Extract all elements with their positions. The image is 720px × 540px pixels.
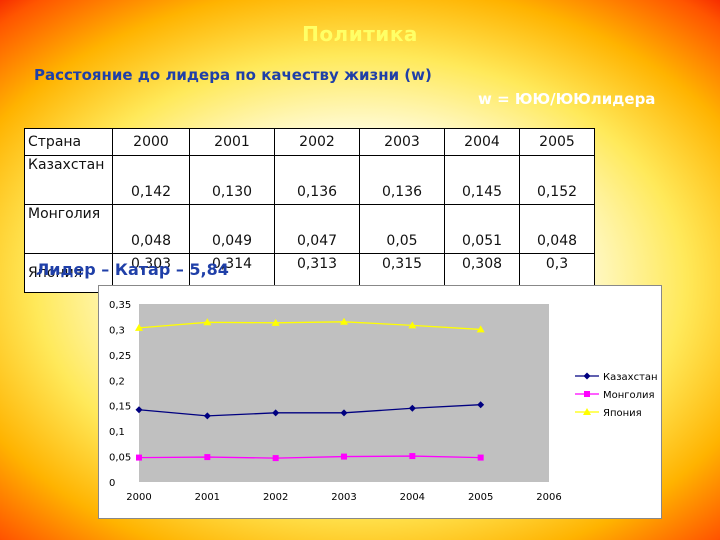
data-table: Страна 2000 2001 2002 2003 2004 2005 Каз…: [24, 128, 595, 293]
series-line: [138, 455, 481, 459]
table-header-cell: Страна: [24, 128, 113, 156]
data-point: [408, 321, 417, 329]
table-cell-country: Монголия: [24, 204, 113, 254]
legend-marker: [583, 408, 591, 415]
legend-label: Монголия: [603, 390, 655, 401]
x-tick-label: 2006: [536, 492, 561, 503]
y-tick-label: 0,3: [109, 325, 125, 336]
y-tick-label: 0,15: [109, 402, 131, 413]
legend-label: Япония: [603, 408, 642, 419]
x-tick-label: 2004: [400, 492, 425, 503]
table-cell: 0,051: [444, 204, 520, 254]
y-tick-label: 0,05: [109, 453, 131, 464]
table-cell: 0,05: [359, 204, 445, 254]
table-cell: 0,130: [189, 155, 275, 205]
chart-container: 0 0,05 0,1 0,15 0,2 0,25 0,3 0,35 2000 2001 2002 2…: [98, 285, 662, 519]
slide-title: Политика: [302, 22, 418, 46]
series-line: [138, 321, 481, 331]
data-point: [135, 406, 143, 414]
formula-text: w = ЮЮ/ЮЮлидера: [478, 90, 656, 108]
slide-subtitle: Расстояние до лидера по качеству жизни (…: [34, 66, 432, 84]
table-row: Казахстан 0,142 0,130 0,136 0,136 0,145 …: [24, 155, 595, 205]
table-row: Монголия 0,048 0,049 0,047 0,05 0,051 0,…: [24, 204, 595, 254]
data-point: [272, 409, 280, 417]
series-line: [138, 404, 481, 417]
data-point: [271, 318, 280, 326]
data-point: [135, 323, 143, 331]
table-cell: 0,136: [274, 155, 360, 205]
table-header-cell: 2001: [189, 128, 275, 156]
data-point: [204, 454, 211, 461]
line-chart: 0 0,05 0,1 0,15 0,2 0,25 0,3 0,35 2000 2001 2002 2…: [109, 300, 658, 503]
y-tick-label: 0: [109, 478, 115, 489]
data-point: [136, 454, 142, 461]
legend-marker: [583, 372, 591, 380]
data-point: [408, 404, 416, 412]
data-point: [476, 325, 485, 333]
data-point: [477, 454, 484, 461]
table-cell: 0,136: [359, 155, 445, 205]
x-tick-label: 2003: [331, 492, 356, 503]
table-header-cell: 2003: [359, 128, 445, 156]
table-cell: 0,152: [519, 155, 595, 205]
table-header-row: Страна 2000 2001 2002 2003 2004 2005: [24, 128, 595, 156]
table-cell: 0,048: [519, 204, 595, 254]
table-cell: 0,049: [189, 204, 275, 254]
y-tick-label: 0,1: [109, 427, 125, 438]
table-header-cell: 2002: [274, 128, 360, 156]
table-header-cell: 2004: [444, 128, 520, 156]
data-point: [340, 317, 348, 325]
y-tick-label: 0,2: [109, 376, 125, 387]
data-point: [477, 401, 485, 409]
plot-area: [139, 304, 549, 482]
table-header-cell: 2005: [519, 128, 595, 156]
x-tick-label: 2005: [468, 492, 493, 503]
table-cell: 0,047: [274, 204, 360, 254]
x-tick-label: 2000: [126, 492, 151, 503]
data-point: [409, 453, 416, 460]
leader-note: Лидер – Катар – 5,84: [36, 260, 229, 279]
table-cell: 0,048: [112, 204, 190, 254]
table-cell: 0,145: [444, 155, 520, 205]
x-tick-label: 2002: [263, 492, 288, 503]
data-point: [272, 455, 279, 462]
y-tick-label: 0,25: [109, 351, 131, 362]
y-tick-label: 0,35: [109, 300, 131, 311]
x-tick-label: 2001: [195, 492, 220, 503]
legend-label: Казахстан: [603, 372, 658, 383]
data-point: [203, 412, 211, 420]
table-header-cell: 2000: [112, 128, 190, 156]
data-point: [340, 409, 348, 417]
data-point: [203, 318, 212, 326]
legend-marker: [584, 391, 590, 397]
data-point: [341, 453, 347, 460]
table-cell-country: Казахстан: [24, 155, 113, 205]
table-cell: 0,142: [112, 155, 190, 205]
